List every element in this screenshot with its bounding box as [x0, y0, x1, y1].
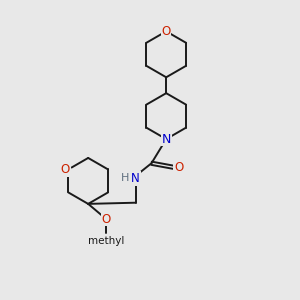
Text: H: H [121, 173, 129, 183]
Text: O: O [61, 163, 70, 176]
Text: N: N [131, 172, 140, 185]
Text: methyl: methyl [88, 236, 124, 246]
Text: N: N [161, 133, 171, 146]
Text: O: O [102, 213, 111, 226]
Text: O: O [174, 161, 183, 174]
Text: O: O [162, 25, 171, 38]
